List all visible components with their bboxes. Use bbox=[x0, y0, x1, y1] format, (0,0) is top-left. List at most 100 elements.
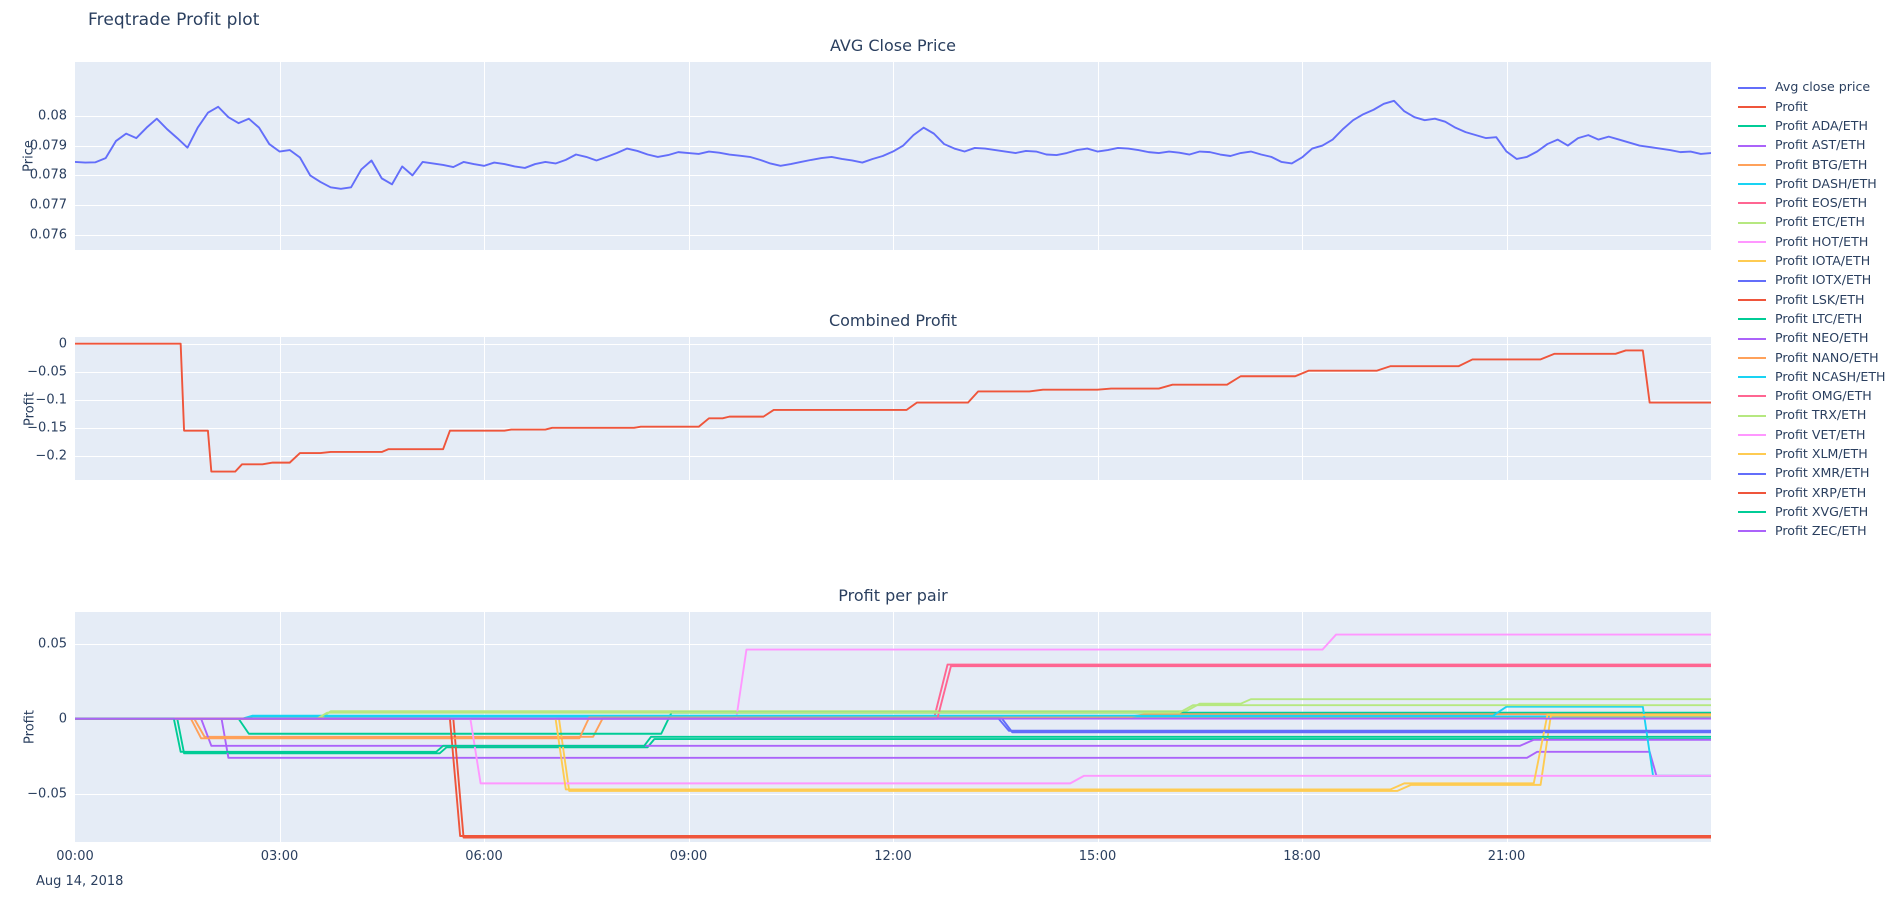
legend-color-swatch-icon bbox=[1738, 433, 1766, 436]
legend-color-swatch-icon bbox=[1738, 453, 1766, 456]
legend-item-label: Profit HOT/ETH bbox=[1775, 233, 1869, 249]
legend-item-label: Profit ZEC/ETH bbox=[1775, 523, 1867, 539]
legend-color-swatch-icon bbox=[1738, 298, 1766, 301]
legend-color-swatch-icon bbox=[1738, 163, 1766, 166]
legend-item-label: Profit VET/ETH bbox=[1775, 426, 1866, 442]
legend-item[interactable]: Profit XRP/ETH bbox=[1738, 483, 1888, 502]
legend-color-swatch-icon bbox=[1738, 376, 1766, 379]
plot-panel-combined-profit bbox=[75, 337, 1711, 480]
legend-color-swatch-icon bbox=[1738, 260, 1766, 263]
y-axis-tick-label: 0.05 bbox=[38, 636, 67, 652]
legend-item[interactable]: Profit XLM/ETH bbox=[1738, 445, 1888, 464]
gridline-vertical bbox=[484, 612, 485, 842]
legend-color-swatch-icon bbox=[1738, 414, 1766, 417]
x-axis-date-label: Aug 14, 2018 bbox=[36, 874, 124, 889]
legend-item[interactable]: Profit VET/ETH bbox=[1738, 425, 1888, 444]
gridline-vertical bbox=[1097, 62, 1099, 250]
legend-item[interactable]: Profit TRX/ETH bbox=[1738, 406, 1888, 425]
legend-item-label: Profit LTC/ETH bbox=[1775, 310, 1863, 326]
legend-item[interactable]: Profit EOS/ETH bbox=[1738, 194, 1888, 213]
legend-color-swatch-icon bbox=[1738, 356, 1766, 359]
subplot-title-combined-profit: Combined Profit bbox=[828, 311, 958, 330]
legend-color-swatch-icon bbox=[1738, 221, 1766, 224]
y-axis-tick-label: 0 bbox=[58, 336, 67, 352]
x-axis-tick-label: 18:00 bbox=[1283, 849, 1321, 864]
legend-item-label: Profit XMR/ETH bbox=[1775, 465, 1870, 481]
subplot-title-profit-per-pair: Profit per pair bbox=[838, 586, 948, 605]
series-line bbox=[75, 714, 1711, 791]
legend-color-swatch-icon bbox=[1738, 511, 1766, 514]
legend-item-label: Profit BTG/ETH bbox=[1775, 156, 1868, 172]
legend-item[interactable]: Profit XVG/ETH bbox=[1738, 503, 1888, 522]
plot-panel-profit-per-pair bbox=[75, 612, 1711, 842]
legend-item[interactable]: Profit LTC/ETH bbox=[1738, 310, 1888, 329]
gridline-vertical bbox=[279, 62, 281, 250]
legend-color-swatch-icon bbox=[1738, 241, 1766, 244]
legend-color-swatch-icon bbox=[1738, 125, 1766, 128]
legend-item[interactable]: Profit ADA/ETH bbox=[1738, 117, 1888, 136]
gridline-vertical bbox=[893, 62, 894, 250]
legend-item[interactable]: Profit IOTA/ETH bbox=[1738, 252, 1888, 271]
legend-item[interactable]: Profit ZEC/ETH bbox=[1738, 522, 1888, 541]
x-axis-tick-label: 06:00 bbox=[465, 849, 503, 864]
gridline-vertical bbox=[484, 62, 485, 250]
series-line bbox=[75, 342, 1711, 473]
legend-item[interactable]: Profit XMR/ETH bbox=[1738, 464, 1888, 483]
series-line bbox=[75, 99, 1711, 190]
page-title: Freqtrade Profit plot bbox=[88, 10, 260, 30]
legend-item[interactable]: Profit AST/ETH bbox=[1738, 136, 1888, 155]
y-axis-tick-label: −0.05 bbox=[27, 364, 67, 380]
legend-item[interactable]: Profit IOTX/ETH bbox=[1738, 271, 1888, 290]
series-line bbox=[75, 717, 1711, 755]
series-line bbox=[75, 714, 1711, 792]
legend-item-label: Profit IOTX/ETH bbox=[1775, 272, 1872, 288]
subplot-title-avg-close-price: AVG Close Price bbox=[829, 36, 957, 55]
legend-item[interactable]: Profit HOT/ETH bbox=[1738, 232, 1888, 251]
legend-item-label: Profit NANO/ETH bbox=[1775, 349, 1879, 365]
legend-item[interactable]: Profit NCASH/ETH bbox=[1738, 367, 1888, 386]
legend-item-label: Avg close price bbox=[1775, 79, 1871, 95]
gridline-vertical bbox=[1097, 612, 1099, 842]
series-layer bbox=[75, 342, 1711, 473]
legend-item-label: Profit XRP/ETH bbox=[1775, 484, 1867, 500]
legend-item[interactable]: Profit LSK/ETH bbox=[1738, 290, 1888, 309]
series-line bbox=[75, 717, 1711, 753]
gridline-vertical bbox=[1506, 612, 1508, 842]
gridline-vertical bbox=[279, 612, 281, 842]
legend-item[interactable]: Profit OMG/ETH bbox=[1738, 387, 1888, 406]
legend-item[interactable]: Profit ETC/ETH bbox=[1738, 213, 1888, 232]
legend-item[interactable]: Avg close price bbox=[1738, 78, 1888, 97]
legend-item[interactable]: Profit BTG/ETH bbox=[1738, 155, 1888, 174]
x-axis-tick-label: 15:00 bbox=[1078, 849, 1117, 864]
legend-item[interactable]: Profit NEO/ETH bbox=[1738, 329, 1888, 348]
subplot-profit-per-pair: Profit per pair Profit 0.05 0 −0.05 00:00 03… bbox=[22, 586, 1711, 864]
legend-color-swatch-icon bbox=[1738, 395, 1766, 398]
gridline-vertical bbox=[1302, 337, 1303, 480]
y-axis-tick-label: 0.076 bbox=[29, 227, 67, 243]
y-axis-tick-label: −0.1 bbox=[35, 392, 67, 408]
subplot-combined-profit: Combined Profit Profit 0 −0.05 −0.1 −0.15 −0… bbox=[22, 311, 1711, 480]
series-line bbox=[75, 717, 1711, 777]
series-line bbox=[75, 698, 1711, 720]
legend-item[interactable]: Profit DASH/ETH bbox=[1738, 174, 1888, 193]
plot-panel-avg-close-price bbox=[75, 62, 1711, 250]
y-axis-tick-label: 0.08 bbox=[38, 108, 67, 124]
gridline-vertical bbox=[1506, 62, 1508, 250]
x-axis-tick-label: 00:00 bbox=[56, 849, 94, 864]
legend-color-swatch-icon bbox=[1738, 491, 1766, 494]
gridline-vertical bbox=[688, 612, 690, 842]
legend-item[interactable]: Profit NANO/ETH bbox=[1738, 348, 1888, 367]
gridline-vertical bbox=[688, 62, 690, 250]
x-axis-tick-label: 03:00 bbox=[260, 849, 299, 864]
legend[interactable]: Avg close price Profit Profit ADA/ETH Profi… bbox=[1738, 78, 1888, 541]
legend-color-swatch-icon bbox=[1738, 530, 1766, 533]
legend-color-swatch-icon bbox=[1738, 144, 1766, 147]
legend-item-label: Profit ADA/ETH bbox=[1775, 117, 1868, 133]
legend-item-label: Profit TRX/ETH bbox=[1775, 407, 1867, 423]
series-layer bbox=[75, 633, 1711, 839]
legend-item-label: Profit XLM/ETH bbox=[1775, 445, 1868, 461]
legend-item[interactable]: Profit bbox=[1738, 97, 1888, 116]
legend-item-label: Profit ETC/ETH bbox=[1775, 214, 1865, 230]
legend-color-swatch-icon bbox=[1738, 202, 1766, 205]
